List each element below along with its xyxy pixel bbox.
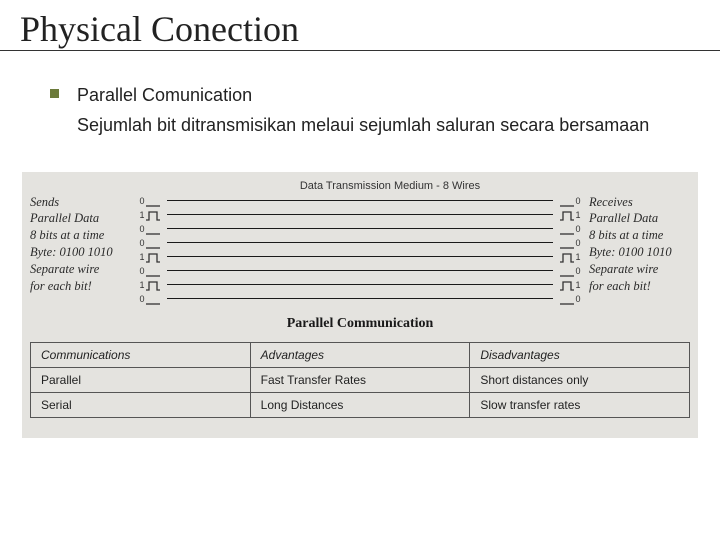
diagram-panel: Data Transmission Medium - 8 Wires Sends… bbox=[22, 172, 698, 438]
wire-row: 00 bbox=[135, 194, 585, 208]
receiver-l5: Separate wire bbox=[589, 261, 690, 278]
pulse-icon bbox=[560, 251, 574, 263]
table-row: Parallel Fast Transfer Rates Short dista… bbox=[31, 368, 689, 393]
bit-left: 0 bbox=[135, 265, 163, 277]
pulse-icon bbox=[146, 223, 160, 235]
bullet-body: Sejumlah bit ditransmisikan melaui sejum… bbox=[77, 113, 670, 137]
pulse-icon bbox=[146, 209, 160, 221]
bit-right: 0 bbox=[557, 237, 585, 249]
pulse-icon bbox=[560, 279, 574, 291]
bit-left: 1 bbox=[135, 251, 163, 263]
pulse-icon bbox=[560, 195, 574, 207]
pulse-icon bbox=[146, 237, 160, 249]
pulse-icon bbox=[146, 251, 160, 263]
wire-line bbox=[167, 228, 553, 230]
th-communications: Communications bbox=[31, 343, 251, 367]
bit-right: 1 bbox=[557, 279, 585, 291]
wire-line bbox=[167, 298, 553, 300]
bit-right: 0 bbox=[557, 195, 585, 207]
receiver-l1: Receives bbox=[589, 194, 690, 211]
table-row: Serial Long Distances Slow transfer rate… bbox=[31, 393, 689, 417]
bullet-icon bbox=[50, 89, 59, 98]
sender-l3: 8 bits at a time bbox=[30, 227, 135, 244]
td: Serial bbox=[31, 393, 251, 417]
pulse-icon bbox=[560, 223, 574, 235]
sender-l4: Byte: 0100 1010 bbox=[30, 244, 135, 261]
receiver-l3: 8 bits at a time bbox=[589, 227, 690, 244]
th-advantages: Advantages bbox=[251, 343, 471, 367]
wire-row: 00 bbox=[135, 292, 585, 306]
wire-line bbox=[167, 284, 553, 286]
sender-l5: Separate wire bbox=[30, 261, 135, 278]
receiver-label: Receives Parallel Data 8 bits at a time … bbox=[585, 194, 690, 295]
wire-line bbox=[167, 270, 553, 272]
pulse-icon bbox=[146, 265, 160, 277]
bit-right: 1 bbox=[557, 209, 585, 221]
diagram-header: Data Transmission Medium - 8 Wires bbox=[30, 180, 690, 192]
td: Slow transfer rates bbox=[470, 393, 689, 417]
wire-row: 00 bbox=[135, 236, 585, 250]
bullet-heading: Parallel Comunication bbox=[77, 83, 252, 107]
pulse-icon bbox=[560, 209, 574, 221]
th-disadvantages: Disadvantages bbox=[470, 343, 689, 367]
td: Short distances only bbox=[470, 368, 689, 392]
pulse-icon bbox=[146, 293, 160, 305]
bit-left: 0 bbox=[135, 223, 163, 235]
td: Parallel bbox=[31, 368, 251, 392]
sender-label: Sends Parallel Data 8 bits at a time Byt… bbox=[30, 194, 135, 295]
comparison-table: Communications Advantages Disadvantages … bbox=[30, 342, 690, 418]
bit-left: 1 bbox=[135, 209, 163, 221]
pulse-icon bbox=[560, 293, 574, 305]
wire-line bbox=[167, 200, 553, 202]
pulse-icon bbox=[146, 195, 160, 207]
bit-left: 0 bbox=[135, 195, 163, 207]
wire-row: 11 bbox=[135, 278, 585, 292]
td: Fast Transfer Rates bbox=[251, 368, 471, 392]
wire-row: 00 bbox=[135, 222, 585, 236]
bit-left: 1 bbox=[135, 279, 163, 291]
bit-right: 1 bbox=[557, 251, 585, 263]
wire-line bbox=[167, 242, 553, 244]
bit-left: 0 bbox=[135, 237, 163, 249]
bullet-item: Parallel Comunication bbox=[50, 83, 670, 107]
receiver-l4: Byte: 0100 1010 bbox=[589, 244, 690, 261]
bit-right: 0 bbox=[557, 265, 585, 277]
bit-right: 0 bbox=[557, 293, 585, 305]
sender-l6: for each bit! bbox=[30, 278, 135, 295]
bit-left: 0 bbox=[135, 293, 163, 305]
page-title: Physical Conection bbox=[20, 8, 700, 50]
wire-row: 11 bbox=[135, 208, 585, 222]
wire-row: 00 bbox=[135, 264, 585, 278]
wires: 0011000011001100 bbox=[135, 194, 585, 306]
table-header-row: Communications Advantages Disadvantages bbox=[31, 343, 689, 368]
wire-line bbox=[167, 256, 553, 258]
sender-l2: Parallel Data bbox=[30, 210, 135, 227]
receiver-l2: Parallel Data bbox=[589, 210, 690, 227]
pulse-icon bbox=[560, 237, 574, 249]
pulse-icon bbox=[560, 265, 574, 277]
content-block: Parallel Comunication Sejumlah bit ditra… bbox=[0, 83, 720, 138]
diagram-caption: Parallel Communication bbox=[30, 316, 690, 332]
receiver-l6: for each bit! bbox=[589, 278, 690, 295]
td: Long Distances bbox=[251, 393, 471, 417]
wire-line bbox=[167, 214, 553, 216]
wire-row: 11 bbox=[135, 250, 585, 264]
sender-l1: Sends bbox=[30, 194, 135, 211]
bit-right: 0 bbox=[557, 223, 585, 235]
pulse-icon bbox=[146, 279, 160, 291]
